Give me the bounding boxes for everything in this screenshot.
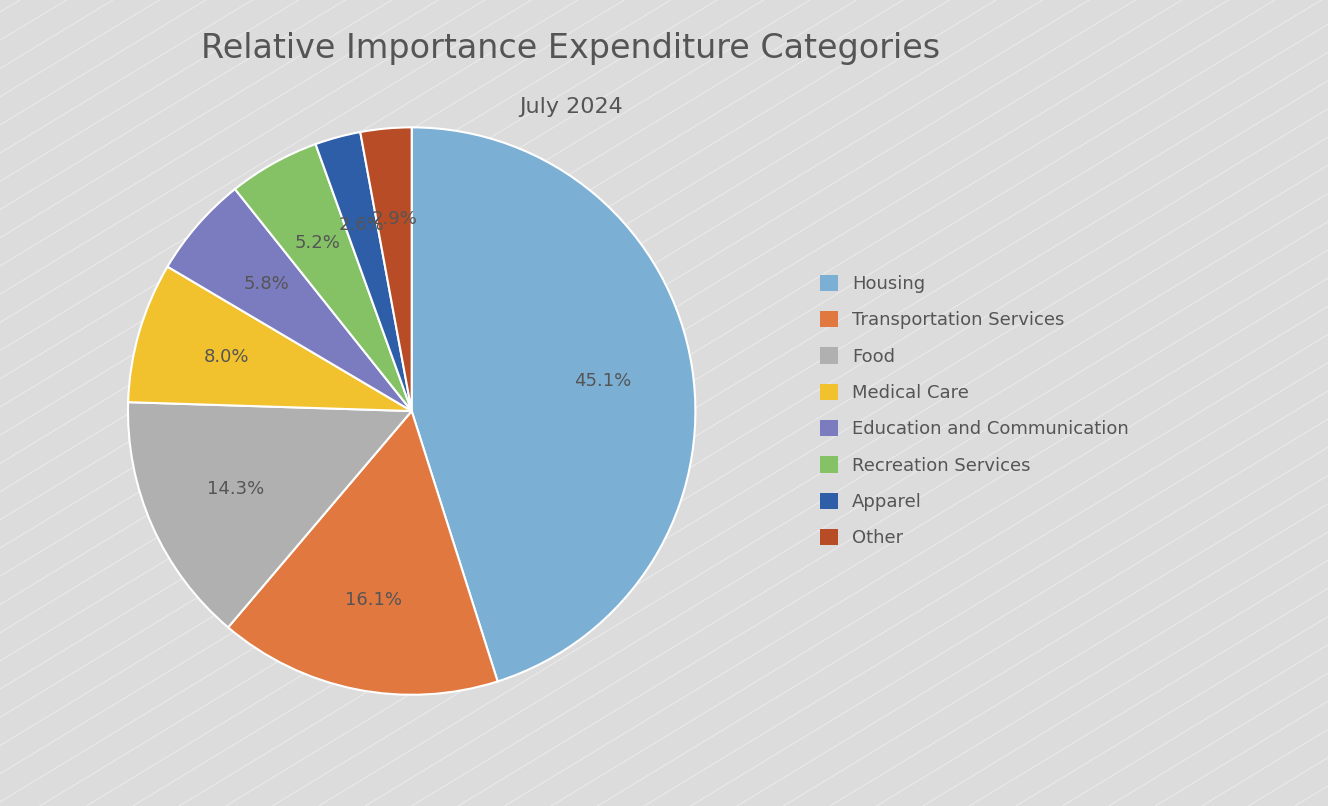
- Wedge shape: [412, 127, 696, 681]
- Wedge shape: [360, 127, 412, 411]
- Text: Relative Importance Expenditure Categories: Relative Importance Expenditure Categori…: [202, 32, 940, 65]
- Text: July 2024: July 2024: [519, 97, 623, 117]
- Text: 2.6%: 2.6%: [339, 216, 384, 234]
- Wedge shape: [316, 132, 412, 411]
- Text: 2.9%: 2.9%: [372, 210, 417, 228]
- Text: 5.2%: 5.2%: [295, 234, 340, 251]
- Legend: Housing, Transportation Services, Food, Medical Care, Education and Communicatio: Housing, Transportation Services, Food, …: [811, 266, 1138, 556]
- Text: 5.8%: 5.8%: [243, 276, 290, 293]
- Wedge shape: [228, 411, 498, 695]
- Wedge shape: [235, 144, 412, 411]
- Text: 16.1%: 16.1%: [345, 592, 402, 609]
- Text: 14.3%: 14.3%: [207, 480, 264, 498]
- Wedge shape: [127, 402, 412, 627]
- Text: 8.0%: 8.0%: [203, 348, 250, 366]
- Text: 45.1%: 45.1%: [574, 372, 631, 390]
- Wedge shape: [127, 267, 412, 411]
- Wedge shape: [167, 189, 412, 411]
